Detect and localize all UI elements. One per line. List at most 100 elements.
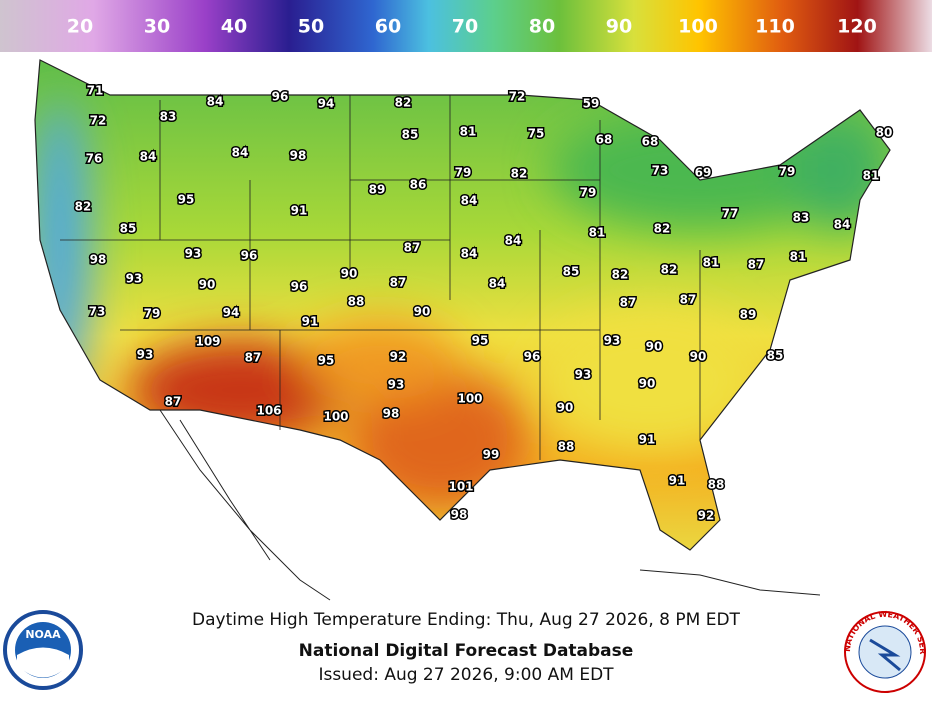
temperature-label: 100: [457, 392, 482, 406]
temperature-label: 95: [318, 354, 335, 368]
temperature-label: 81: [589, 226, 606, 240]
temperature-label: 82: [75, 200, 92, 214]
color-bar-label: 100: [678, 16, 718, 38]
color-bar: [0, 0, 932, 52]
temperature-label: 87: [404, 241, 421, 255]
color-bar-label: 20: [67, 16, 93, 38]
issued-time: Issued: Aug 27 2026, 9:00 AM EDT: [318, 665, 614, 685]
temperature-label: 87: [165, 395, 182, 409]
temperature-label: 84: [461, 247, 478, 261]
color-bar-label: 120: [837, 16, 877, 38]
temperature-label: 72: [90, 114, 107, 128]
temperature-label: 82: [511, 167, 528, 181]
temperature-label: 82: [661, 263, 678, 277]
temperature-label: 96: [524, 350, 541, 364]
temperature-label: 84: [461, 194, 478, 208]
color-bar-label: 80: [529, 16, 555, 38]
temperature-label: 88: [558, 440, 575, 454]
temperature-label: 93: [185, 247, 202, 261]
temperature-label: 90: [414, 305, 431, 319]
temperature-label: 92: [390, 350, 407, 364]
temperature-label: 91: [639, 433, 656, 447]
temperature-label: 82: [612, 268, 629, 282]
temperature-label: 91: [669, 474, 686, 488]
temperature-label: 93: [575, 368, 592, 382]
temperature-label: 90: [646, 340, 663, 354]
temperature-label: 87: [245, 351, 262, 365]
temperature-labels: 71 72 84 96 94 82 72 59 83 85 81 75 68 68 80 76 84 84 98 79…: [73, 82, 894, 524]
temperature-label: 87: [390, 276, 407, 290]
temperature-label: 90: [557, 401, 574, 415]
temperature-label: 79: [580, 186, 597, 200]
temperature-label: 68: [596, 133, 613, 147]
temperature-label: 85: [402, 128, 419, 142]
temperature-label: 95: [472, 334, 489, 348]
temperature-label: 98: [290, 149, 307, 163]
caption-title: National Digital Forecast Database: [299, 641, 634, 661]
temperature-label: 90: [639, 377, 656, 391]
temperature-label: 79: [455, 166, 472, 180]
temperature-label: 69: [695, 166, 712, 180]
temperature-label: 71: [87, 84, 104, 98]
temperature-label: 106: [256, 404, 281, 418]
temperature-label: 86: [410, 178, 427, 192]
temperature-label: 93: [137, 348, 154, 362]
temperature-label: 96: [291, 280, 308, 294]
temperature-label: 68: [642, 135, 659, 149]
temperature-label: 81: [703, 256, 720, 270]
color-bar-labels: 20 30 40 50 60 70 80 90 100 110 120: [67, 16, 877, 38]
temperature-label: 95: [178, 193, 195, 207]
state-lines: [60, 95, 701, 460]
temperature-label: 94: [318, 97, 335, 111]
temperature-label: 72: [509, 90, 526, 104]
temperature-label: 94: [223, 306, 240, 320]
temperature-label: 85: [120, 222, 137, 236]
temperature-label: 91: [302, 315, 319, 329]
temperature-label: 81: [863, 169, 880, 183]
temperature-label: 98: [383, 407, 400, 421]
temperature-label: 84: [505, 234, 522, 248]
temperature-label: 89: [740, 308, 757, 322]
temperature-label: 100: [323, 410, 348, 424]
temperature-label: 90: [690, 350, 707, 364]
temperature-label: 79: [144, 307, 161, 321]
color-bar-label: 50: [298, 16, 324, 38]
temperature-label: 82: [395, 96, 412, 110]
temperature-label: 101: [448, 480, 473, 494]
temperature-label: 85: [563, 265, 580, 279]
temperature-label: 88: [708, 478, 725, 492]
temperature-label: 84: [834, 218, 851, 232]
coastline: [159, 409, 821, 601]
temperature-label: 76: [86, 152, 103, 166]
temperature-label: 79: [779, 165, 796, 179]
temperature-label: 91: [291, 204, 308, 218]
temperature-label: 82: [654, 222, 671, 236]
color-bar-label: 110: [755, 16, 795, 38]
color-bar-label: 90: [606, 16, 632, 38]
us-outline: [34, 59, 891, 551]
temperature-label: 59: [583, 97, 600, 111]
temperature-label: 98: [451, 508, 468, 522]
temperature-label: 85: [767, 349, 784, 363]
temperature-label: 93: [604, 334, 621, 348]
temperature-label: 73: [89, 305, 106, 319]
temperature-label: 90: [341, 267, 358, 281]
temperature-label: 75: [528, 127, 545, 141]
color-bar-label: 70: [452, 16, 478, 38]
temperature-label: 83: [160, 110, 177, 124]
temperature-label: 98: [90, 253, 107, 267]
temperature-label: 80: [876, 126, 893, 140]
temperature-label: 92: [698, 509, 715, 523]
temperature-label: 99: [483, 448, 500, 462]
temperature-label: 84: [140, 150, 157, 164]
noaa-text: NOAA: [25, 628, 61, 641]
temperature-label: 81: [460, 125, 477, 139]
temperature-label: 93: [388, 378, 405, 392]
noaa-logo: NOAA: [3, 610, 83, 690]
color-bar-label: 40: [221, 16, 247, 38]
color-bar-label: 30: [144, 16, 170, 38]
temperature-label: 83: [793, 211, 810, 225]
temperature-label: 84: [207, 95, 224, 109]
temperature-label: 93: [126, 272, 143, 286]
